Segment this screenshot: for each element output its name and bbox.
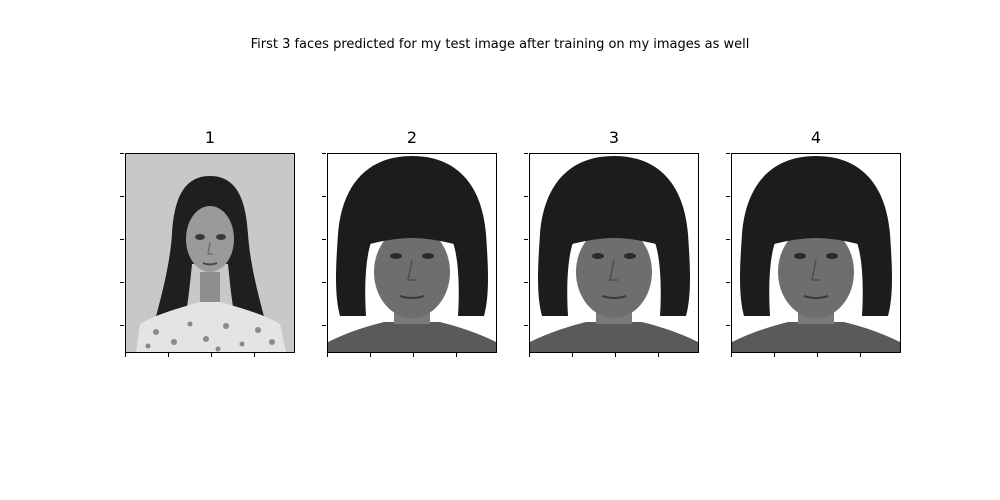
y-tick [120,196,124,197]
x-tick [413,353,414,357]
figure-suptitle: First 3 faces predicted for my test imag… [250,37,750,52]
x-tick [168,353,169,357]
x-tick [658,353,659,357]
subplot-3: 3 [524,128,699,358]
subplot-title: 1 [204,128,216,147]
subplot-title: 2 [406,128,418,147]
x-tick [370,353,371,357]
subplot-4: 4 [726,128,901,358]
y-tick [120,325,124,326]
y-tick [524,239,528,240]
x-tick [731,353,732,357]
x-tick [327,353,328,357]
x-tick [817,353,818,357]
x-tick [125,353,126,357]
subplot-2: 2 [322,128,497,358]
y-tick [726,239,730,240]
y-tick [726,196,730,197]
x-tick [456,353,457,357]
y-tick [524,196,528,197]
subplot-title: 4 [810,128,822,147]
y-tick [120,239,124,240]
y-tick [322,239,326,240]
y-tick [120,282,124,283]
y-tick [120,153,124,154]
y-tick [726,153,730,154]
subplot-title: 3 [608,128,620,147]
face-image-woman-bob-hair [327,153,497,353]
y-tick [726,325,730,326]
x-tick [615,353,616,357]
y-tick [524,325,528,326]
x-tick [529,353,530,357]
y-tick [726,282,730,283]
x-tick [254,353,255,357]
y-tick [322,153,326,154]
y-tick [322,196,326,197]
face-image-woman-bob-hair [529,153,699,353]
x-tick [774,353,775,357]
y-tick [524,282,528,283]
y-tick [322,325,326,326]
subplot-1: 1 [120,128,295,358]
y-tick [524,153,528,154]
x-tick [572,353,573,357]
x-tick [860,353,861,357]
face-image-woman-long-hair [125,153,295,353]
y-tick [322,282,326,283]
x-tick [211,353,212,357]
face-image-woman-bob-hair [731,153,901,353]
